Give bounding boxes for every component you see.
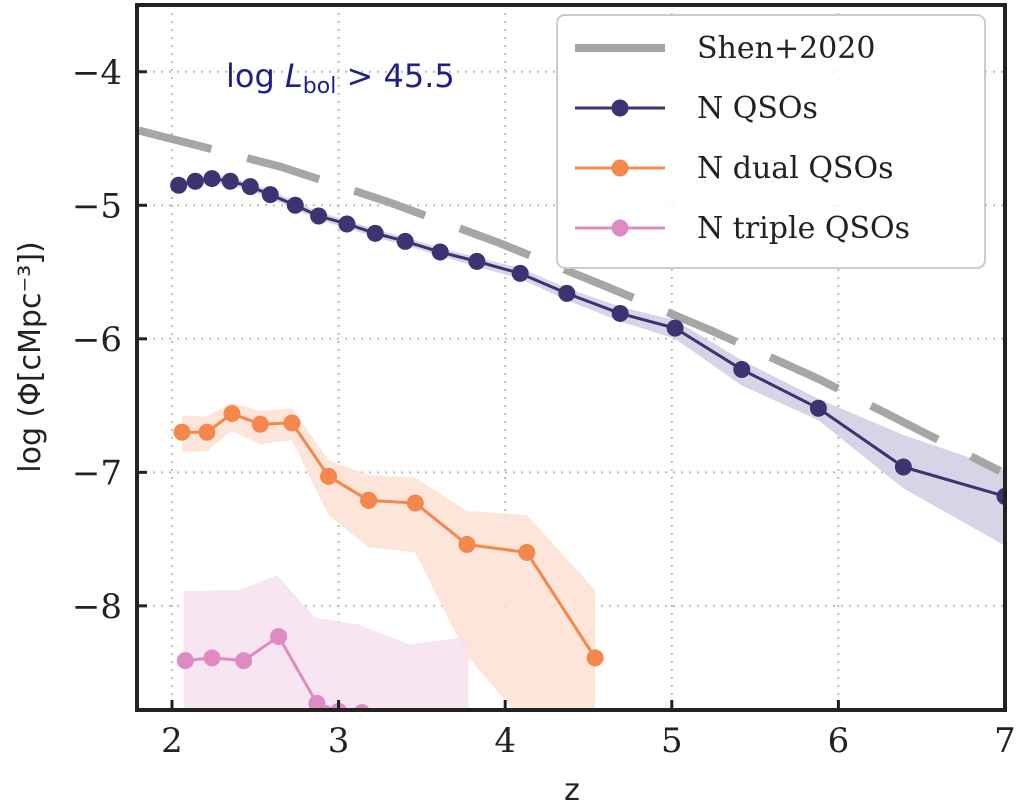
legend-marker-n-triple-qsos (611, 219, 629, 237)
x-axis-label: z (564, 773, 580, 808)
n-triple-qsos-point (308, 694, 326, 710)
n-qsos-point (186, 172, 204, 190)
x-tick-label: 5 (661, 721, 683, 761)
n-dual-qsos-point (173, 423, 191, 441)
annotation: log Lbol > 45.5 (226, 57, 455, 99)
n-qsos-point (221, 172, 239, 190)
n-dual-qsos-point (586, 649, 604, 667)
x-tick-label: 2 (161, 721, 183, 761)
ticks: 2 3 4 5 6 7 −4 −5 −6 −7 −8 (72, 53, 1016, 761)
n-qsos-point (996, 487, 1005, 505)
n-qsos-point (733, 361, 751, 379)
y-tick-label: −5 (72, 186, 122, 226)
n-qsos-point (611, 304, 629, 322)
n-qsos-point (338, 215, 356, 233)
n-dual-qsos-point (518, 543, 536, 561)
n-triple-qsos-point (353, 704, 370, 710)
legend-marker-n-dual-qsos (611, 159, 629, 177)
n-triple-qsos-point (176, 652, 194, 670)
n-qsos-point (511, 264, 529, 282)
x-tick-label: 4 (494, 721, 516, 761)
x-tick-label: 3 (328, 721, 350, 761)
n-dual-qsos-point (198, 423, 216, 441)
n-triple-qsos-point (235, 652, 253, 670)
n-dual-qsos-point (406, 494, 424, 512)
n-qsos-point (310, 207, 328, 225)
n-qsos-point (170, 176, 188, 194)
legend: Shen+2020 N QSOs N dual QSOs N triple QSOs (556, 14, 986, 269)
n-triple-qsos-band (183, 575, 469, 710)
shen-2020-line (137, 126, 1002, 475)
legend-label-n-triple-qsos: N triple QSOs (697, 211, 910, 246)
n-qsos-point (558, 284, 576, 302)
legend-box (556, 14, 986, 269)
n-qsos-point (203, 170, 221, 188)
n-qsos-point (261, 186, 279, 204)
n-dual-qsos-band (181, 402, 596, 710)
n-triple-qsos-point (270, 628, 288, 646)
n-dual-qsos-point (360, 491, 378, 509)
legend-label-n-dual-qsos: N dual QSOs (697, 151, 893, 186)
n-dual-qsos-point (251, 415, 269, 433)
n-dual-qsos-point (283, 414, 301, 432)
n-dual-qsos-point (223, 405, 241, 423)
n-qsos-point (366, 224, 384, 242)
confidence-bands (178, 174, 1005, 710)
n-qsos-point (396, 232, 414, 250)
y-tick-label: −8 (72, 587, 122, 627)
n-triple-qsos-point (203, 649, 221, 667)
y-tick-label: −4 (72, 53, 122, 93)
y-axis-label: log (Φ[cMpc⁻³]) (13, 241, 48, 472)
n-dual-qsos-point (458, 535, 476, 553)
n-qsos-point (666, 319, 684, 337)
x-tick-label: 7 (994, 721, 1016, 761)
n-qsos-point (809, 399, 827, 417)
legend-marker-n-qsos (611, 99, 629, 117)
y-tick-label: −6 (72, 320, 122, 360)
n-dual-qsos-point (320, 467, 338, 485)
n-qsos-point (431, 243, 449, 261)
n-qsos-point (894, 458, 912, 476)
n-qsos-point (286, 196, 304, 214)
x-tick-label: 6 (828, 721, 850, 761)
legend-label-n-qsos: N QSOs (697, 91, 818, 126)
series-lines (137, 126, 1005, 710)
plot-frame (135, 3, 1007, 712)
y-tick-label: −7 (72, 453, 122, 493)
n-qsos-point (241, 178, 259, 196)
legend-label-shen-2020: Shen+2020 (697, 31, 875, 66)
n-qsos-point (468, 252, 486, 270)
